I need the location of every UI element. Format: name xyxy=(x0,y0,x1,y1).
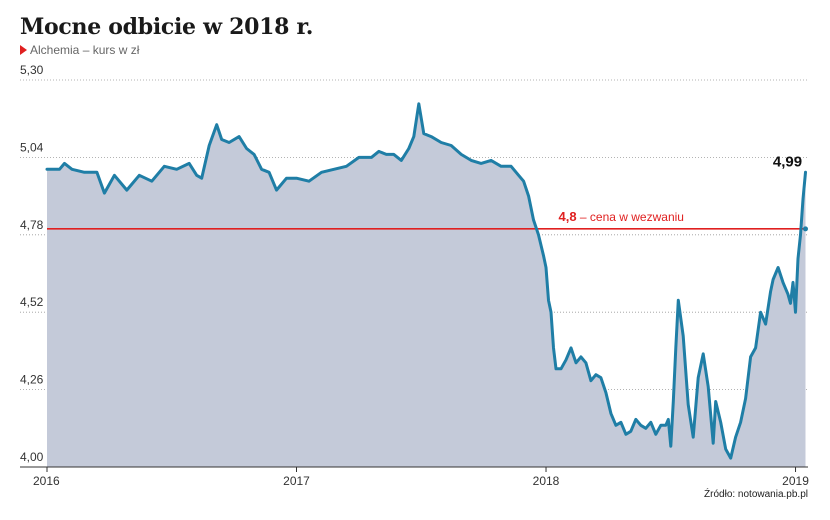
subtitle-text: Alchemia – kurs w zł xyxy=(30,43,140,57)
reference-point xyxy=(803,226,809,232)
reference-description: – cena w wezwaniu xyxy=(577,210,684,224)
source-note: Źródło: notowania.pb.pl xyxy=(704,489,808,500)
y-tick-label: 4,00 xyxy=(20,450,44,464)
y-tick-label: 4,52 xyxy=(20,295,44,309)
last-value-label: 4,99 xyxy=(773,153,802,170)
y-tick-label: 5,04 xyxy=(20,140,44,154)
chart-title: Mocne odbicie w 2018 r. xyxy=(20,14,314,40)
y-tick-label: 4,78 xyxy=(20,218,44,232)
subtitle-marker-icon xyxy=(20,45,27,55)
y-tick-label: 4,26 xyxy=(20,373,44,387)
x-tick-label: 2018 xyxy=(533,474,560,488)
x-tick-label: 2016 xyxy=(33,474,60,488)
chart-subtitle: Alchemia – kurs w zł xyxy=(20,43,139,57)
y-tick-label: 5,30 xyxy=(20,63,44,77)
x-axis: 2016 2017 2018 2019 xyxy=(33,467,809,488)
x-tick-label: 2019 xyxy=(782,474,809,488)
y-axis: 5,30 5,04 4,78 4,52 4,26 4,00 xyxy=(20,63,44,464)
reference-value-label: 4,8 xyxy=(558,209,576,224)
reference-line-label: 4,8 – cena w wezwaniu xyxy=(558,209,683,224)
price-line xyxy=(45,102,807,460)
x-tick-label: 2017 xyxy=(283,474,310,488)
price-area xyxy=(47,103,806,468)
